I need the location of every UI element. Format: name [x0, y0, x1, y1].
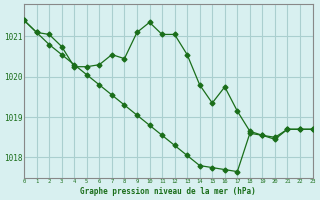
X-axis label: Graphe pression niveau de la mer (hPa): Graphe pression niveau de la mer (hPa)	[80, 187, 256, 196]
